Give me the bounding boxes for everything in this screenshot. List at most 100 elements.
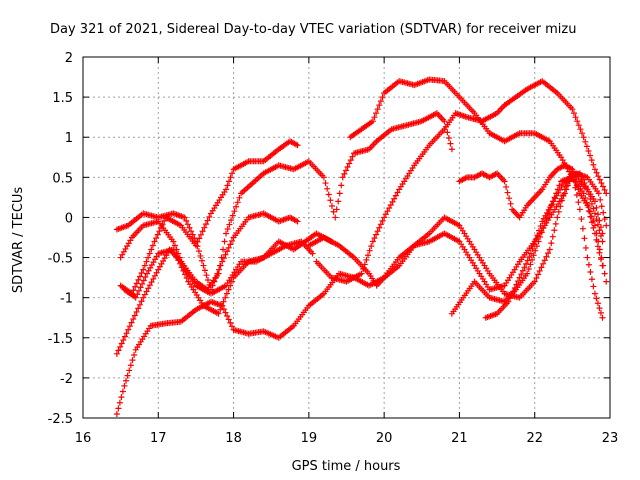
data-point [588, 213, 595, 220]
data-point [361, 261, 368, 268]
data-point [320, 174, 327, 181]
data-point [335, 198, 342, 205]
data-point [524, 270, 531, 277]
data-point [131, 312, 138, 319]
data-point [196, 235, 203, 242]
data-point [333, 206, 340, 213]
data-point [132, 283, 139, 290]
data-point [231, 208, 238, 215]
data-point [575, 199, 582, 206]
data-point [151, 272, 158, 279]
data-point [128, 319, 135, 326]
data-point [549, 233, 556, 240]
data-point [381, 214, 388, 221]
x-tick-label: 16 [75, 431, 92, 446]
data-point [510, 288, 517, 295]
data-point [126, 323, 133, 330]
data-point [591, 166, 598, 173]
data-point [523, 260, 530, 267]
data-point [294, 142, 301, 149]
data-point [209, 282, 216, 289]
data-point [536, 227, 543, 234]
data-point [374, 228, 381, 235]
data-point [201, 224, 208, 231]
data-point [543, 253, 550, 260]
data-point [328, 202, 335, 209]
data-point [223, 186, 230, 193]
data-point [224, 226, 231, 233]
data-point [603, 222, 610, 229]
data-point [593, 230, 600, 237]
data-point [597, 224, 604, 231]
data-point [382, 211, 389, 218]
data-point [582, 138, 589, 145]
data-point [513, 281, 520, 288]
data-point [236, 194, 243, 201]
data-point [220, 246, 227, 253]
data-point [591, 290, 598, 297]
data-point [137, 273, 144, 280]
data-point [201, 267, 208, 274]
data-point [146, 250, 153, 257]
data-point [218, 302, 225, 309]
grid [83, 57, 610, 418]
data-point [563, 183, 570, 190]
data-point [590, 161, 597, 168]
data-point [600, 183, 607, 190]
data-point [138, 298, 145, 305]
data-point [197, 231, 204, 238]
data-point [228, 323, 235, 330]
data-point [215, 310, 222, 317]
data-point [531, 278, 538, 285]
data-point [551, 227, 558, 234]
series-track-8 [313, 78, 610, 285]
y-tick-label: 2 [65, 51, 73, 66]
data-point [583, 143, 590, 150]
y-tick-label: 0.5 [52, 171, 73, 186]
data-point [532, 236, 539, 243]
data-point [529, 245, 536, 252]
data-point [140, 277, 147, 284]
y-tick-label: 1.5 [52, 91, 73, 106]
data-point [501, 178, 508, 185]
data-point [211, 278, 218, 285]
y-tick-label: -2.5 [48, 412, 73, 427]
data-point [227, 174, 234, 181]
data-point [506, 195, 513, 202]
x-tick-labels: 16 17 18 19 20 21 22 23 [75, 431, 619, 446]
data-point [579, 225, 586, 232]
data-point [599, 314, 606, 321]
data-point [127, 362, 134, 369]
data-point [226, 221, 233, 228]
data-point [582, 194, 589, 201]
data-point [365, 252, 372, 259]
data-point [391, 195, 398, 202]
data-point [225, 286, 232, 293]
data-point [595, 238, 602, 245]
data-point [224, 182, 231, 189]
data-point [202, 221, 209, 228]
data-point [581, 235, 588, 242]
y-tick-label: -0.5 [48, 252, 73, 267]
data-point [222, 294, 229, 301]
data-point [137, 284, 144, 291]
data-point [212, 274, 219, 281]
series-track-1 [113, 170, 606, 417]
data-point [220, 298, 227, 305]
data-point [347, 157, 354, 164]
data-point [546, 246, 553, 253]
data-point [153, 269, 160, 276]
data-point [599, 230, 606, 237]
data-point [377, 221, 384, 228]
data-point [445, 135, 452, 142]
data-point [143, 258, 150, 265]
data-point [505, 298, 512, 305]
data-point [591, 222, 598, 229]
data-point [573, 191, 580, 198]
data-point [327, 197, 334, 204]
data-point [601, 186, 608, 193]
data-point [200, 262, 207, 269]
data-point [129, 357, 136, 364]
data-point [386, 205, 393, 212]
data-point [135, 276, 142, 283]
